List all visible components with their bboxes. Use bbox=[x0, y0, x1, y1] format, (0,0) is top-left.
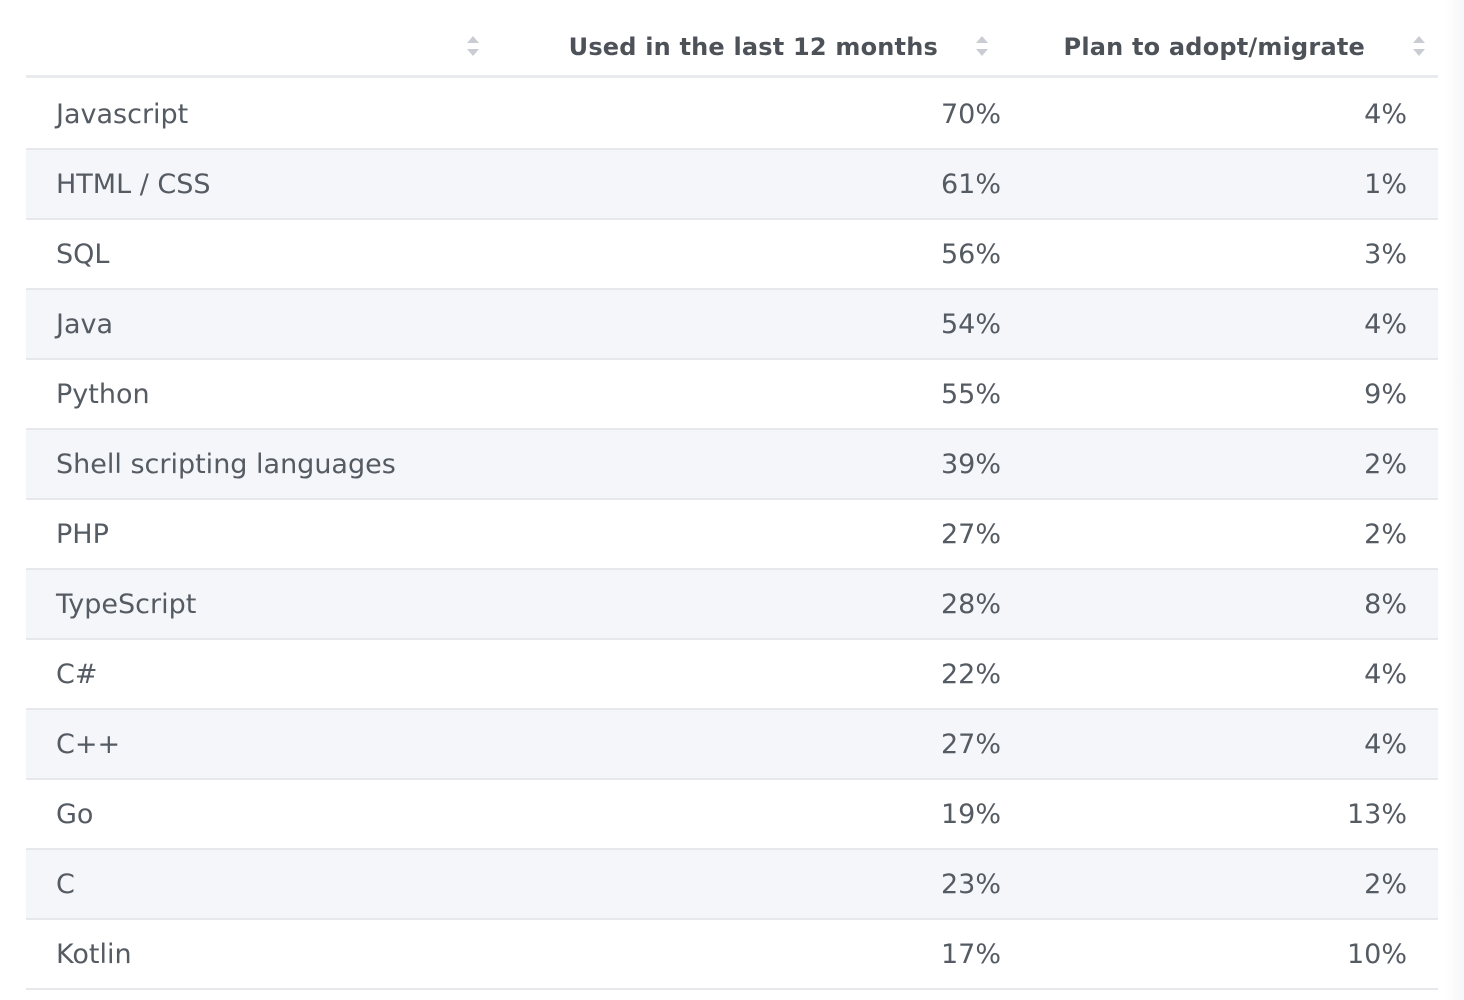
column-header-plan-to-adopt[interactable]: Plan to adopt/migrate bbox=[1001, 0, 1438, 78]
language-name: C# bbox=[56, 658, 98, 690]
plan-percentage: 10% bbox=[1346, 938, 1407, 970]
column-header-used-last-12-months[interactable]: Used in the last 12 months bbox=[472, 0, 1001, 78]
table-row: C++ 27% 4% bbox=[26, 710, 1438, 780]
plan-percentage: 9% bbox=[1364, 378, 1407, 410]
column-header-label: Plan to adopt/migrate bbox=[1063, 33, 1365, 61]
table-row: Go 19% 13% bbox=[26, 780, 1438, 850]
plan-percentage: 4% bbox=[1364, 658, 1407, 690]
used-percentage: 23% bbox=[940, 868, 1001, 900]
table-row: Python 55% 9% bbox=[26, 360, 1438, 430]
column-header-label: Used in the last 12 months bbox=[568, 33, 938, 61]
language-name: TypeScript bbox=[56, 588, 197, 620]
plan-percentage: 8% bbox=[1364, 588, 1407, 620]
plan-percentage: 2% bbox=[1364, 868, 1407, 900]
sort-icon[interactable] bbox=[466, 34, 480, 58]
table-body: Javascript 70% 4% HTML / CSS 61% 1% SQL … bbox=[26, 80, 1438, 990]
scroll-edge-shadow bbox=[1444, 0, 1464, 1000]
language-name: HTML / CSS bbox=[56, 168, 211, 200]
language-name: SQL bbox=[56, 238, 110, 270]
table-header: Used in the last 12 months Plan to adopt… bbox=[26, 0, 1438, 78]
table-row: TypeScript 28% 8% bbox=[26, 570, 1438, 640]
language-name: Go bbox=[56, 798, 94, 830]
plan-percentage: 4% bbox=[1364, 308, 1407, 340]
used-percentage: 56% bbox=[940, 238, 1001, 270]
plan-percentage: 2% bbox=[1364, 518, 1407, 550]
language-name: Javascript bbox=[56, 98, 189, 130]
used-percentage: 17% bbox=[940, 938, 1001, 970]
table-row: Javascript 70% 4% bbox=[26, 80, 1438, 150]
table-row: Shell scripting languages 39% 2% bbox=[26, 430, 1438, 500]
used-percentage: 39% bbox=[940, 448, 1001, 480]
used-percentage: 54% bbox=[940, 308, 1001, 340]
column-header-language[interactable] bbox=[26, 0, 479, 78]
table-row: C 23% 2% bbox=[26, 850, 1438, 920]
sort-icon[interactable] bbox=[975, 34, 989, 58]
language-name: Kotlin bbox=[56, 938, 132, 970]
used-percentage: 19% bbox=[940, 798, 1001, 830]
plan-percentage: 2% bbox=[1364, 448, 1407, 480]
language-name: Shell scripting languages bbox=[56, 448, 396, 480]
language-name: Java bbox=[56, 308, 114, 340]
used-percentage: 28% bbox=[940, 588, 1001, 620]
table-row: PHP 27% 2% bbox=[26, 500, 1438, 570]
used-percentage: 22% bbox=[940, 658, 1001, 690]
table-row: Kotlin 17% 10% bbox=[26, 920, 1438, 990]
used-percentage: 61% bbox=[940, 168, 1001, 200]
plan-percentage: 3% bbox=[1364, 238, 1407, 270]
table-row: Java 54% 4% bbox=[26, 290, 1438, 360]
language-name: PHP bbox=[56, 518, 109, 550]
used-percentage: 27% bbox=[940, 518, 1001, 550]
language-name: C++ bbox=[56, 728, 121, 760]
table-row: SQL 56% 3% bbox=[26, 220, 1438, 290]
plan-percentage: 13% bbox=[1346, 798, 1407, 830]
languages-table: Used in the last 12 months Plan to adopt… bbox=[26, 0, 1438, 990]
plan-percentage: 4% bbox=[1364, 728, 1407, 760]
sort-icon[interactable] bbox=[1412, 34, 1426, 58]
used-percentage: 70% bbox=[940, 98, 1001, 130]
plan-percentage: 1% bbox=[1364, 168, 1407, 200]
language-name: Python bbox=[56, 378, 150, 410]
table-row: HTML / CSS 61% 1% bbox=[26, 150, 1438, 220]
language-name: C bbox=[56, 868, 75, 900]
plan-percentage: 4% bbox=[1364, 98, 1407, 130]
used-percentage: 55% bbox=[940, 378, 1001, 410]
table-row: C# 22% 4% bbox=[26, 640, 1438, 710]
used-percentage: 27% bbox=[940, 728, 1001, 760]
